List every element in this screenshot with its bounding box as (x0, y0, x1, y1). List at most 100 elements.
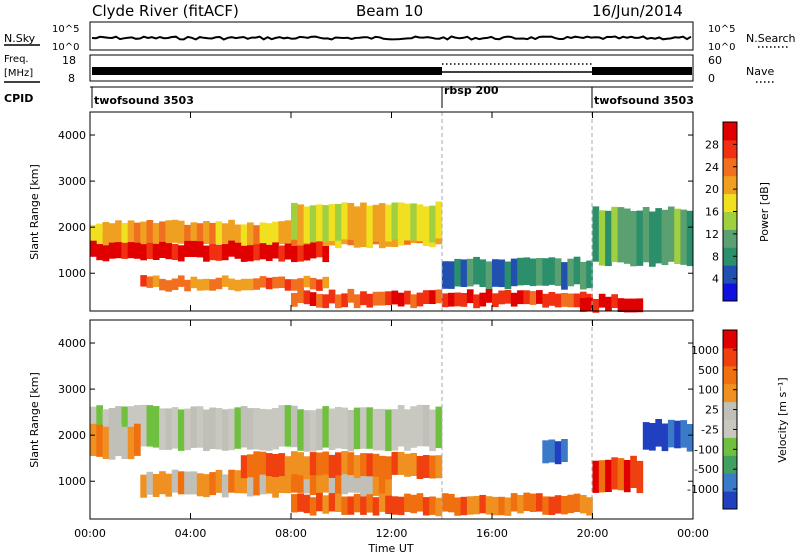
power-cell (291, 246, 298, 263)
power-cell (247, 222, 254, 246)
vel-cell (291, 469, 298, 493)
power-cell (203, 278, 210, 291)
power-cell (466, 289, 474, 304)
vel-cell (435, 455, 443, 479)
vel-cell (309, 472, 317, 495)
power-colorbar-tick-label: 24 (705, 161, 719, 174)
power-cell (680, 209, 688, 265)
vel-cell (341, 471, 348, 495)
vel-cell (127, 426, 135, 460)
power-cell (536, 290, 543, 304)
power-cell (209, 279, 216, 291)
vel-cell (335, 471, 342, 495)
vel-cell (259, 408, 267, 451)
power-cell (234, 242, 242, 259)
power-cell (598, 210, 606, 266)
vel-cell (165, 408, 173, 450)
power-colorbar-swatch (723, 265, 737, 284)
vel-cell (297, 493, 304, 512)
noise-right-tick-bottom: 10^0 (708, 42, 735, 53)
nave-right-tick-bottom: 0 (708, 72, 715, 85)
velocity-heatmap-cells (90, 404, 694, 517)
vel-colorbar-swatch (723, 419, 737, 438)
power-cell (140, 275, 147, 287)
power-cell (171, 243, 179, 260)
vel-cell (234, 407, 242, 449)
power-cell (221, 223, 229, 247)
power-cell (592, 299, 600, 313)
vel-cell (410, 406, 417, 448)
power-cell (297, 278, 304, 290)
power-cell (335, 203, 342, 241)
vel-cell (253, 451, 260, 475)
power-cell (203, 221, 210, 244)
vel-cell (146, 471, 154, 495)
vel-cell (102, 426, 110, 459)
freq-unit-label: [MHz] (4, 68, 33, 79)
power-cell (316, 279, 323, 291)
power-cell (492, 259, 499, 287)
power-cell (215, 221, 223, 245)
power-cell (353, 294, 361, 309)
power-cell (617, 207, 625, 263)
vel-cell (422, 404, 430, 447)
vel-cell (272, 454, 279, 477)
power-cell (259, 222, 267, 246)
vel-cell (561, 439, 568, 462)
noise-right-tick-top: 10^5 (708, 24, 735, 35)
power-cell (196, 279, 204, 291)
power-cell (605, 210, 612, 267)
power-cell (309, 242, 317, 259)
power-cell (353, 206, 361, 244)
power-cell (127, 242, 135, 259)
vel-cell (316, 408, 323, 451)
power-cell (165, 220, 173, 244)
power-cell (485, 289, 493, 303)
power-cell (473, 256, 480, 285)
vel-cell (234, 470, 242, 494)
vel-cell (385, 495, 392, 515)
vel-colorbar-swatch (723, 347, 737, 367)
vel-cell (152, 474, 160, 497)
vel-cell (159, 408, 166, 450)
vel-cell (429, 455, 436, 479)
power-cell (209, 244, 216, 261)
vel-cell (391, 496, 399, 515)
power-panel: 4000 3000 2000 1000 Slant Range [km] 28 24 20… (28, 111, 771, 313)
vel-cell (586, 497, 593, 516)
vel-cell (385, 474, 392, 498)
power-cell (272, 276, 279, 289)
power-cell (171, 278, 179, 290)
power-cell (454, 292, 461, 307)
velocity-ylabel: Slant Range [km] (28, 372, 41, 468)
power-colorbar-swatch (723, 211, 737, 230)
vel-cell (674, 420, 681, 449)
vel-cell (353, 493, 361, 513)
vel-ytick-label: 3000 (58, 383, 86, 396)
time-tick-label: 04:00 (175, 527, 207, 540)
power-cell (579, 261, 587, 290)
power-cell (215, 277, 223, 290)
power-cell (391, 202, 399, 240)
cpid-segment-3: twofsound 3503 (594, 94, 694, 107)
power-y-axis: 4000 3000 2000 1000 (58, 129, 693, 280)
vel-cell (360, 473, 367, 497)
power-ylabel: Slant Range [km] (28, 164, 41, 260)
power-cell (448, 261, 455, 289)
power-cell (404, 290, 411, 305)
vel-cell (378, 408, 386, 451)
power-cell (454, 258, 461, 287)
power-cell (297, 204, 304, 242)
noise-sky-series (91, 35, 692, 41)
vel-colorbar-tick-label: -25 (701, 423, 719, 436)
vel-cell (372, 453, 380, 477)
vel-cell (297, 452, 304, 476)
vel-cell (385, 456, 392, 480)
power-cell (253, 278, 260, 290)
vel-cell (309, 452, 317, 476)
vel-cell (152, 406, 160, 448)
vel-colorbar-swatch (723, 491, 737, 510)
vel-cell (554, 495, 562, 514)
vel-cell (253, 472, 260, 496)
power-cell (592, 206, 600, 262)
